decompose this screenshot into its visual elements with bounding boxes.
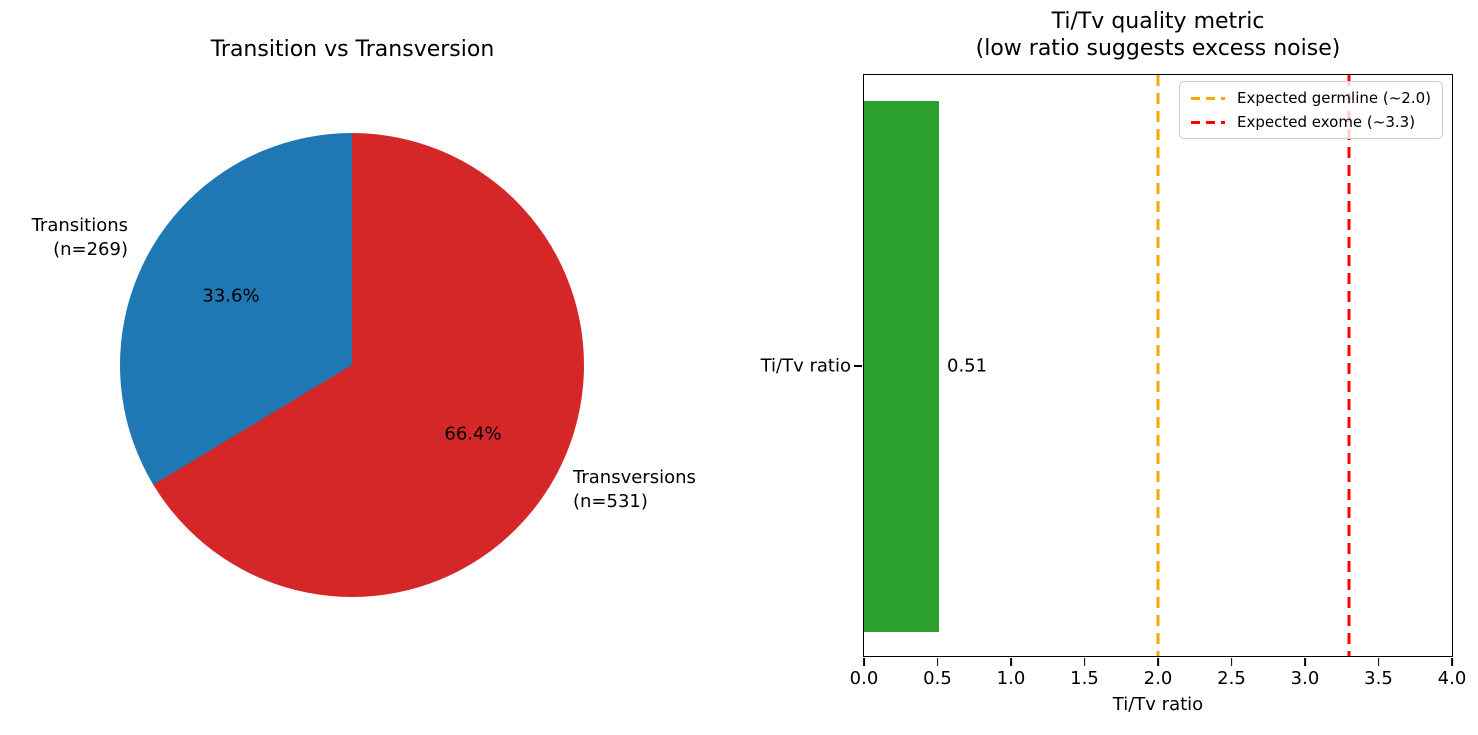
pie-percent-transitions: 33.6% bbox=[202, 285, 260, 307]
bar-value-label: 0.51 bbox=[947, 355, 988, 376]
pie-chart bbox=[120, 133, 584, 597]
bar-chart-title: Ti/Tv quality metric (low ratio suggests… bbox=[863, 8, 1453, 62]
x-tick-label: 3.5 bbox=[1364, 668, 1393, 689]
legend-entry-0: Expected germline (~2.0) bbox=[1191, 89, 1431, 107]
x-tick-mark bbox=[1304, 657, 1306, 666]
pie-label-transitions-line2: (n=269) bbox=[53, 239, 128, 260]
x-tick-label: 0.5 bbox=[923, 668, 952, 689]
reference-line-0 bbox=[1156, 75, 1160, 656]
x-tick-label: 2.0 bbox=[1143, 668, 1173, 689]
x-tick-mark bbox=[1010, 657, 1012, 666]
pie-title: Transition vs Transversion bbox=[210, 37, 495, 62]
y-tick-label: Ti/Tv ratio bbox=[760, 355, 851, 377]
pie-percent-transversions: 66.4% bbox=[444, 423, 502, 445]
x-tick-label: 2.5 bbox=[1217, 668, 1246, 689]
x-tick-label: 0.0 bbox=[849, 668, 879, 689]
x-tick-label: 1.5 bbox=[1070, 668, 1099, 689]
legend-entry-1: Expected exome (~3.3) bbox=[1191, 113, 1431, 131]
bar-chart-title-line2: (low ratio suggests excess noise) bbox=[975, 36, 1341, 61]
legend: Expected germline (~2.0) Expected exome (… bbox=[1179, 81, 1443, 139]
pie-label-transversions: Transversions (n=531) bbox=[573, 466, 696, 514]
x-tick-label: 4.0 bbox=[1437, 668, 1467, 689]
reference-line-1 bbox=[1347, 75, 1351, 656]
x-axis-label: Ti/Tv ratio bbox=[1112, 694, 1204, 715]
x-tick-mark bbox=[1083, 657, 1086, 666]
x-tick-mark bbox=[1157, 657, 1159, 666]
x-tick-label: 1.0 bbox=[996, 668, 1026, 689]
pie-label-transversions-line2: (n=531) bbox=[573, 491, 648, 512]
legend-dashed-line-swatch bbox=[1191, 120, 1226, 124]
legend-label: Expected exome (~3.3) bbox=[1237, 113, 1416, 131]
titv-ratio-bar bbox=[864, 101, 939, 632]
bar-plot-area: 0.51 Expected germline (~2.0) Expected ex… bbox=[761, 74, 1466, 715]
pie-label-transversions-line1: Transversions bbox=[573, 467, 696, 488]
x-tick-mark bbox=[1230, 657, 1233, 666]
x-tick-label: 3.0 bbox=[1290, 668, 1320, 689]
bar-chart-title-line1: Ti/Tv quality metric bbox=[1051, 9, 1265, 34]
x-tick-mark bbox=[863, 657, 865, 666]
pie-label-transitions-line1: Transitions bbox=[31, 215, 128, 236]
x-tick-mark bbox=[936, 657, 939, 666]
legend-label: Expected germline (~2.0) bbox=[1237, 89, 1431, 107]
x-tick-mark bbox=[1451, 657, 1453, 666]
pie-label-transitions: Transitions (n=269) bbox=[0, 214, 128, 262]
y-tick-mark bbox=[854, 365, 863, 367]
legend-dashed-line-swatch bbox=[1191, 96, 1226, 100]
x-tick-mark bbox=[1377, 657, 1380, 666]
